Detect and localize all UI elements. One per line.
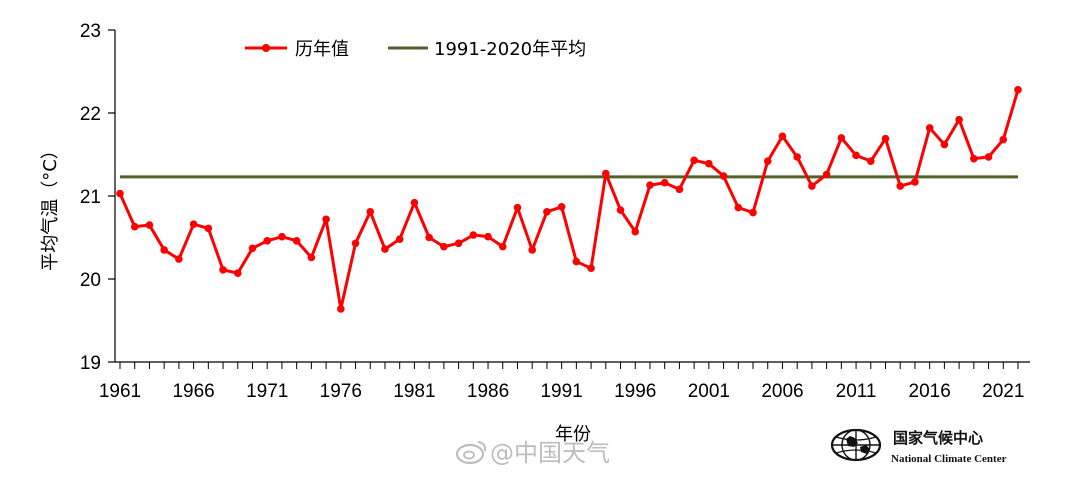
watermark: @中国天气 <box>455 439 610 467</box>
x-tick-label: 1966 <box>172 381 214 402</box>
data-point <box>690 156 698 165</box>
data-point <box>837 134 846 142</box>
data-point <box>705 159 713 168</box>
data-point <box>248 244 257 253</box>
data-point <box>307 253 316 262</box>
data-point <box>646 181 654 190</box>
data-point <box>778 132 787 141</box>
data-point <box>822 170 831 179</box>
org-name-cn: 国家气候中心 <box>893 429 983 447</box>
data-point <box>866 157 875 165</box>
data-point <box>337 305 345 313</box>
x-tick-label: 1976 <box>320 381 362 402</box>
data-point <box>189 220 198 229</box>
y-tick-label: 22 <box>80 104 101 125</box>
data-point <box>469 231 478 239</box>
y-ticks: 19 20 21 22 23 <box>80 21 115 374</box>
y-tick-label: 19 <box>80 353 101 374</box>
x-tick-label: 2021 <box>982 381 1024 402</box>
data-point <box>602 169 610 178</box>
x-tick-label: 1991 <box>540 381 582 402</box>
x-axis-label: 年份 <box>555 424 591 445</box>
data-point <box>395 235 404 243</box>
org-logo: 国家气候中心 National Climate Center <box>830 428 1007 465</box>
data-point <box>660 178 669 187</box>
data-point <box>454 239 463 248</box>
data-point <box>410 198 419 207</box>
data-point <box>587 264 595 273</box>
x-tick-label: 1996 <box>614 381 656 402</box>
data-point <box>484 232 492 241</box>
data-point <box>513 203 522 212</box>
data-point <box>719 172 728 180</box>
data-point <box>984 153 993 161</box>
data-point <box>557 202 566 211</box>
data-point <box>749 208 757 217</box>
data-point <box>734 203 743 212</box>
data-point <box>955 115 963 124</box>
data-point <box>616 206 625 214</box>
x-tick-label: 1971 <box>246 381 288 402</box>
data-point <box>896 182 905 190</box>
data-point <box>145 221 154 229</box>
x-ticks: 1961 1966 1971 1976 1981 1986 1991 1996 2001 2006… <box>99 362 1024 402</box>
data-point <box>425 233 433 242</box>
data-point <box>263 237 272 245</box>
data-point <box>322 215 330 224</box>
data-point <box>219 266 227 274</box>
legend-label-annual: 历年值 <box>295 39 349 60</box>
data-point <box>999 135 1008 144</box>
annual-series-line <box>118 89 1020 311</box>
data-point <box>204 224 213 233</box>
x-tick-label: 1981 <box>393 381 435 402</box>
data-point <box>175 255 183 263</box>
data-point <box>881 134 890 143</box>
data-point <box>925 124 934 132</box>
data-point <box>278 232 286 241</box>
data-point <box>543 207 551 216</box>
y-tick-label: 21 <box>80 187 101 208</box>
data-point <box>366 207 375 216</box>
data-point <box>233 269 242 277</box>
annual-series-group <box>116 85 1022 313</box>
y-axis-label: 平均气温（°C） <box>40 141 61 271</box>
x-tick-label: 1961 <box>99 381 141 402</box>
weibo-icon <box>455 441 487 465</box>
data-point <box>763 157 772 165</box>
legend-marker-annual <box>262 44 270 52</box>
data-point <box>940 140 949 149</box>
x-tick-label: 2006 <box>761 381 803 402</box>
legend-label-average: 1991-2020年平均 <box>434 39 586 60</box>
data-point <box>572 257 581 266</box>
y-tick-label: 23 <box>80 21 101 42</box>
data-point <box>498 242 507 251</box>
data-point <box>351 239 360 248</box>
y-tick-label: 20 <box>80 270 101 291</box>
x-tick-label: 1986 <box>467 381 509 402</box>
data-point <box>631 227 640 236</box>
data-point <box>793 153 801 161</box>
data-point <box>160 246 168 254</box>
x-tick-label: 2011 <box>836 381 877 402</box>
watermark-text: @中国天气 <box>490 439 610 467</box>
legend: 历年值 1991-2020年平均 <box>245 39 586 60</box>
globe-emblem-icon <box>830 428 882 462</box>
x-tick-label: 2001 <box>688 381 730 402</box>
data-point <box>292 237 301 245</box>
data-point <box>808 182 816 190</box>
x-tick-label: 2016 <box>909 381 951 402</box>
data-point <box>116 189 124 198</box>
data-point <box>440 242 448 251</box>
data-point <box>970 154 978 163</box>
data-point <box>911 178 919 186</box>
data-point <box>852 151 860 160</box>
data-point <box>130 222 139 231</box>
data-point <box>528 246 536 254</box>
data-point <box>1014 85 1022 94</box>
data-point <box>675 185 684 194</box>
data-point <box>381 245 389 253</box>
org-name-en: National Climate Center <box>891 453 1007 465</box>
